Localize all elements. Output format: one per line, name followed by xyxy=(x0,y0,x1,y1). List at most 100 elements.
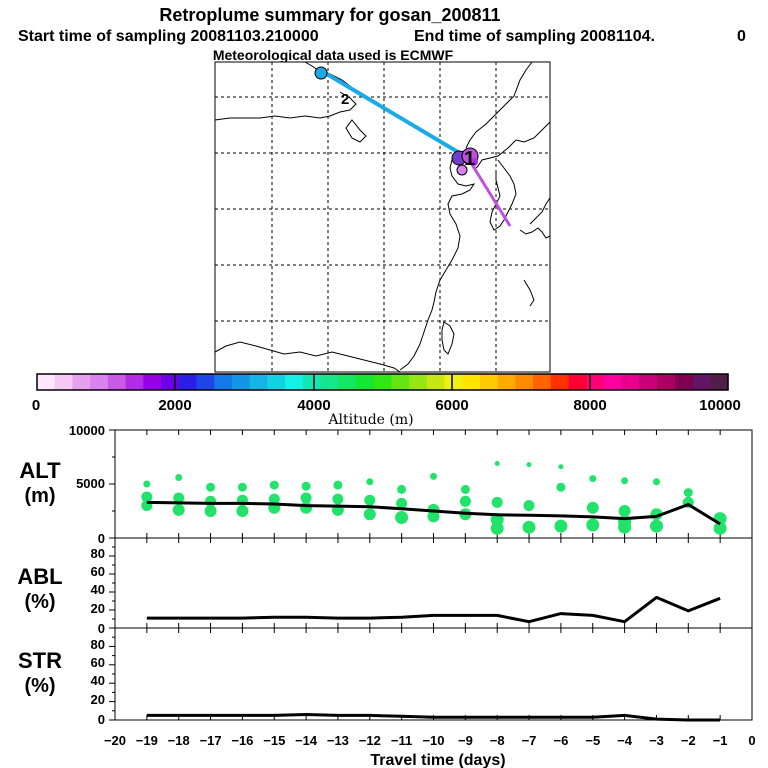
x-tick-label: −14 xyxy=(295,733,318,748)
alt-scatter-point xyxy=(269,480,279,490)
x-tick-label: −5 xyxy=(585,733,600,748)
x-tick-label: −3 xyxy=(649,733,664,748)
abl-plot xyxy=(109,537,753,629)
abl-series-line xyxy=(146,595,721,624)
alt-scatter-point xyxy=(236,505,249,517)
end-time-digit: 0 xyxy=(737,28,746,45)
trajectory-early-segment xyxy=(318,68,470,160)
alt-scatter-point xyxy=(175,474,183,481)
alt-scatter-point xyxy=(713,521,727,535)
colorbar-swatch xyxy=(639,374,658,390)
end-time-text: End time of sampling 20081104. xyxy=(414,28,655,45)
colorbar-swatch xyxy=(621,374,641,390)
x-tick-label: −6 xyxy=(553,733,568,748)
alt-scatter-point xyxy=(143,480,151,488)
x-tick-label: −17 xyxy=(200,733,222,748)
str-panel: STR (%) 80 60 40 20 0 xyxy=(18,637,105,727)
colorbar-swatch xyxy=(462,374,481,390)
alt-ytick-label: 10000 xyxy=(69,423,105,438)
colorbar-tick-label: 6000 xyxy=(435,397,468,414)
str-ytick-label: 40 xyxy=(91,673,105,688)
colorbar-swatch xyxy=(285,374,304,390)
alt-ytick-label: 5000 xyxy=(76,476,105,491)
alt-scatter-point xyxy=(558,464,564,470)
colorbar-swatch xyxy=(249,374,268,390)
x-tick-label: −20 xyxy=(104,733,126,748)
alt-scatter-point xyxy=(491,496,503,508)
x-tick-label: −4 xyxy=(617,733,633,748)
colorbar-swatch xyxy=(710,374,729,390)
x-tick-label: −16 xyxy=(231,733,253,748)
x-tick-label: −12 xyxy=(359,733,381,748)
map-frame xyxy=(214,61,551,373)
x-tick-label: −13 xyxy=(327,733,349,748)
alt-scatter-point xyxy=(396,497,408,509)
alt-scatter-point xyxy=(618,520,632,534)
alt-scatter-point xyxy=(395,511,409,524)
colorbar-swatch xyxy=(603,374,623,390)
colorbar-frame xyxy=(36,373,729,391)
colorbar-swatch xyxy=(674,374,694,390)
abl-ytick-label: 0 xyxy=(98,621,105,636)
colorbar-swatch xyxy=(444,374,463,390)
colorbar-swatch xyxy=(302,374,322,390)
alt-scatter-point xyxy=(586,501,599,514)
x-tick-label: −18 xyxy=(168,733,190,748)
colorbar-swatch xyxy=(568,374,587,390)
colorbar-swatch xyxy=(161,374,180,390)
alt-scatter-point xyxy=(490,521,504,535)
alt-scatter-point xyxy=(650,519,663,533)
x-axis-label: Travel time (days) xyxy=(370,752,505,768)
alt-scatter-point xyxy=(683,488,693,498)
figure-title: Retroplume summary for gosan_200811 xyxy=(159,5,500,25)
alt-scatter-point xyxy=(554,519,568,533)
x-tick-label: −15 xyxy=(263,733,285,748)
alt-scatter-point xyxy=(333,480,343,490)
colorbar-swatch xyxy=(426,374,446,390)
colorbar-swatch xyxy=(355,374,375,390)
alt-ytick-label: 0 xyxy=(98,531,105,546)
colorbar-tick-label: 4000 xyxy=(297,397,330,414)
x-tick-label: −8 xyxy=(490,733,505,748)
map-label-day2: 2 xyxy=(341,91,349,108)
alt-scatter-point xyxy=(526,462,532,468)
travel-time-axis: −20 −19 −18 −17 −16 −15 −14 −13 −12 −11 −10 −9 −8 −7−… xyxy=(104,733,756,768)
alt-scatter-point xyxy=(586,518,600,532)
colorbar-swatch xyxy=(550,374,570,390)
alt-plot xyxy=(109,429,753,539)
alt-series-line xyxy=(146,500,721,526)
colorbar-swatch xyxy=(125,374,144,390)
alt-scatter-point xyxy=(141,491,153,503)
map-plume-marker xyxy=(470,158,478,166)
alt-scatter-point xyxy=(618,505,631,517)
map-label-day1: 1 xyxy=(464,148,475,170)
alt-scatter-point xyxy=(173,492,185,504)
str-series-line xyxy=(146,713,721,722)
met-data-text: Meteorological data used is ECMWF xyxy=(213,47,454,63)
colorbar-swatch xyxy=(373,374,392,390)
alt-scatter-point xyxy=(237,482,247,492)
colorbar-swatch xyxy=(515,374,534,390)
str-plot-frame xyxy=(114,627,753,721)
alt-scatter-point xyxy=(589,475,597,483)
abl-label: ABL xyxy=(17,564,62,589)
x-tick-label: −11 xyxy=(391,733,412,748)
colorbar-swatch xyxy=(90,374,109,390)
colorbar-swatch xyxy=(657,374,676,390)
alt-scatter-point xyxy=(427,510,440,523)
x-tick-label: −10 xyxy=(422,733,444,748)
colorbar-swatch xyxy=(338,374,357,390)
colorbar-tick-label: 0 xyxy=(32,397,40,414)
colorbar-swatch xyxy=(107,374,127,390)
colorbar-swatch xyxy=(692,374,711,390)
colorbar-swatch xyxy=(497,374,516,390)
colorbar-swatch xyxy=(479,374,499,390)
alt-scatter-point xyxy=(301,481,311,491)
alt-scatter-point xyxy=(363,508,376,521)
start-time-text: Start time of sampling 20081103.210000 xyxy=(18,28,319,45)
alt-scatter-point xyxy=(300,492,312,504)
map-panel: 1 2 xyxy=(214,61,551,373)
colorbar-swatch xyxy=(320,374,339,390)
alt-unit: (m) xyxy=(24,485,55,507)
